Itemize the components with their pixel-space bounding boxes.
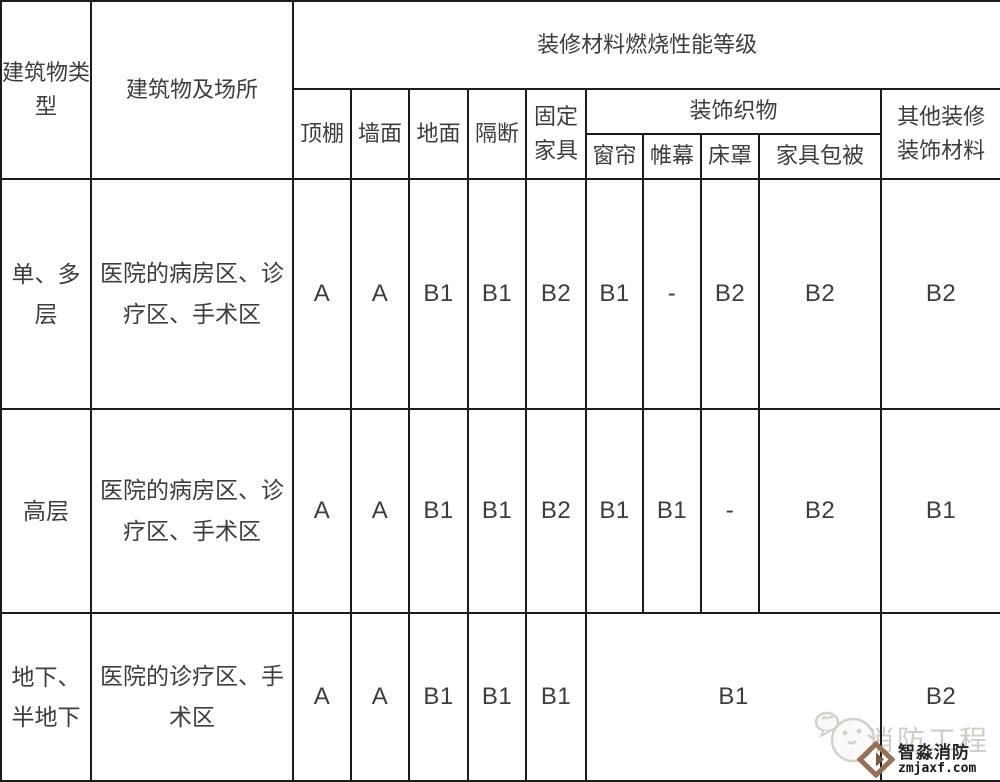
cell-value: B1 bbox=[467, 178, 527, 410]
cell-value: B1 bbox=[525, 612, 587, 782]
col-header-drapery: 帷幕 bbox=[642, 133, 702, 180]
cell-value: B1 bbox=[585, 178, 644, 410]
brand-website: zmjaxf.com bbox=[898, 760, 977, 776]
cell-value: B1 bbox=[408, 178, 469, 410]
cell-value: - bbox=[700, 408, 760, 614]
col-header-wall: 墙面 bbox=[350, 88, 410, 180]
row-place-label: 医院的病房区、诊疗区、手术区 bbox=[90, 178, 294, 410]
cell-value: B1 bbox=[408, 408, 469, 614]
col-header-other: 其他装修装饰材料 bbox=[879, 88, 1000, 180]
col-header-bedspread: 床罩 bbox=[700, 133, 760, 180]
cell-value: B1 bbox=[642, 408, 702, 614]
cell-value: A bbox=[292, 408, 352, 614]
table-row: 单、多层 医院的病房区、诊疗区、手术区 A A B1 B1 B2 B1 - B2… bbox=[0, 178, 1000, 410]
cell-value: B1 bbox=[585, 408, 644, 614]
cell-value: A bbox=[350, 612, 410, 782]
col-header-fabric-group: 装饰织物 bbox=[585, 88, 882, 135]
header-grade-title: 装修材料燃烧性能等级 bbox=[291, 0, 1000, 90]
col-header-curtain: 窗帘 bbox=[585, 133, 644, 180]
cell-value: B2 bbox=[758, 178, 882, 410]
col-header-furniture-cover: 家具包被 bbox=[758, 133, 882, 180]
cell-value: A bbox=[292, 178, 352, 410]
col-header-partition: 隔断 bbox=[467, 88, 527, 180]
cell-value: A bbox=[350, 178, 410, 410]
cell-value: B2 bbox=[758, 408, 882, 614]
row-place-label: 医院的病房区、诊疗区、手术区 bbox=[90, 408, 294, 614]
brand-name: 智淼消防 bbox=[898, 742, 970, 762]
header-building-type: 建筑物类型 bbox=[0, 0, 92, 180]
cell-value: A bbox=[292, 612, 352, 782]
table-row: 高层 医院的病房区、诊疗区、手术区 A A B1 B1 B2 B1 B1 - B… bbox=[0, 408, 1000, 614]
cell-value: B1 bbox=[879, 408, 1000, 614]
cell-value: B2 bbox=[879, 612, 1000, 782]
col-header-fixed-furniture: 固定家具 bbox=[525, 88, 587, 180]
cell-value: B1 bbox=[467, 612, 527, 782]
cell-value: B1 bbox=[408, 612, 469, 782]
row-type-label: 单、多层 bbox=[0, 178, 92, 410]
row-place-label: 医院的诊疗区、手术区 bbox=[90, 612, 294, 782]
cell-value: B2 bbox=[525, 408, 587, 614]
cell-value: B2 bbox=[700, 178, 760, 410]
col-header-ceiling: 顶棚 bbox=[292, 88, 352, 180]
cell-value: - bbox=[642, 178, 702, 410]
row-type-label: 地下、半地下 bbox=[0, 612, 92, 782]
cell-value: B2 bbox=[525, 178, 587, 410]
header-building-place: 建筑物及场所 bbox=[90, 0, 294, 180]
cell-value: B2 bbox=[879, 178, 1000, 410]
diamond-logo-icon bbox=[857, 741, 895, 778]
cell-value-merged-fabric: B1 bbox=[585, 612, 882, 782]
col-header-floor: 地面 bbox=[408, 88, 469, 180]
cell-value: B1 bbox=[467, 408, 527, 614]
brand-logo: 智淼消防 zmjaxf.com bbox=[857, 741, 976, 778]
table-row: 地下、半地下 医院的诊疗区、手术区 A A B1 B1 B1 B1 B2 bbox=[0, 612, 1000, 782]
cell-value: A bbox=[350, 408, 410, 614]
row-type-label: 高层 bbox=[0, 408, 92, 614]
